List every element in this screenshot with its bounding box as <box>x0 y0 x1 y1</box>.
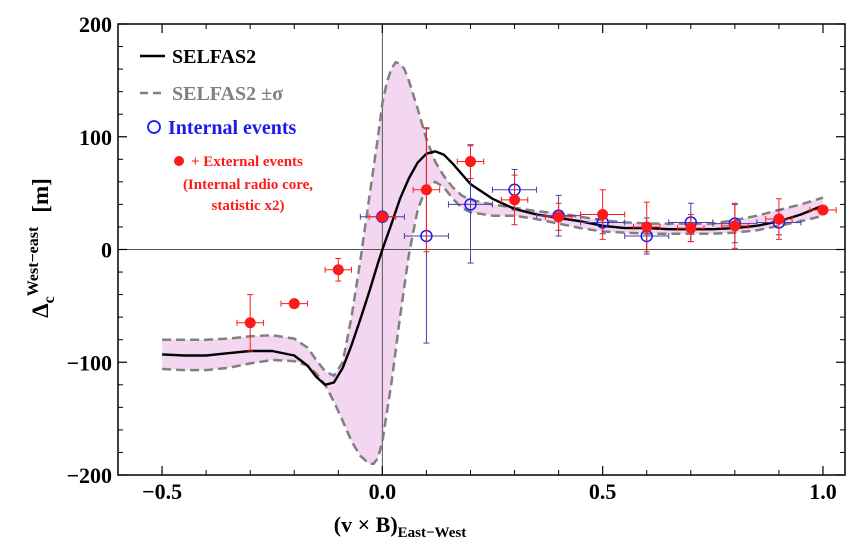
y-axis-label-subscript: c <box>41 296 58 303</box>
external-event-marker <box>597 209 609 221</box>
x-tick-label: 0.0 <box>369 479 397 504</box>
y-axis-label: ΔcWest−east [m] <box>25 178 58 318</box>
y-axis-label-text: ΔcWest−east [m] <box>25 178 58 318</box>
external-event-point <box>721 202 749 249</box>
external-event-point <box>765 198 793 240</box>
external-event-marker <box>641 221 653 233</box>
external-event-marker <box>376 211 388 223</box>
external-event-marker <box>420 184 432 196</box>
legend-marker-internal <box>147 120 161 134</box>
y-tick-label: 200 <box>79 12 112 37</box>
y-tick-label: 100 <box>79 125 112 150</box>
external-event-point <box>677 214 705 243</box>
external-event-point <box>809 204 837 216</box>
x-tick-label: 1.0 <box>809 479 837 504</box>
legend-note-line1: (Internal radio core, <box>183 177 313 193</box>
x-tick-label: −0.5 <box>142 479 182 504</box>
external-event-point <box>456 144 485 179</box>
internal-event-marker <box>464 198 477 211</box>
curve-selfas2-plus-sigma <box>162 61 824 378</box>
external-event-marker <box>685 222 697 234</box>
x-axis-label-subscript: East−West <box>398 525 467 541</box>
external-event-marker <box>553 211 565 223</box>
x-axis-label-main: (v × B) <box>334 512 398 537</box>
y-axis-label-main: Δ <box>28 303 53 318</box>
external-event-marker <box>288 298 300 310</box>
legend: SELFAS2 SELFAS2 ±σ Internal events + Ext… <box>140 46 313 214</box>
external-event-point <box>580 189 626 240</box>
external-event-point <box>368 211 397 223</box>
axis-ticks: −0.5 0.0 0.5 1.0 −200 −100 0 100 200 <box>66 12 845 504</box>
external-event-point <box>280 298 308 310</box>
data-points <box>236 127 837 352</box>
external-event-marker <box>244 317 256 329</box>
legend-label-external: + External events <box>191 154 303 170</box>
external-event-point <box>324 258 353 282</box>
external-event-point <box>412 127 441 253</box>
external-event-marker <box>773 213 785 225</box>
x-axis-label: (v × B)East−West <box>334 512 466 541</box>
external-event-point <box>544 202 573 231</box>
y-tick-label: 0 <box>101 238 112 263</box>
x-tick-label: 0.5 <box>589 479 617 504</box>
legend-label-selfas: SELFAS2 <box>172 46 256 68</box>
y-axis-label-unit: [m] <box>28 178 53 212</box>
external-event-marker <box>817 204 829 216</box>
external-event-marker <box>729 220 741 232</box>
y-axis-label-superscript: West−east <box>25 226 42 296</box>
external-event-marker <box>509 194 521 206</box>
legend-note-line2: statistic x2) <box>212 198 285 214</box>
external-event-marker <box>464 156 476 168</box>
legend-marker-external <box>174 156 184 166</box>
external-event-point <box>236 294 264 352</box>
external-event-marker <box>332 264 344 276</box>
external-event-point <box>500 174 529 226</box>
legend-label-sigma: SELFAS2 ±σ <box>172 83 283 105</box>
legend-label-internal: Internal events <box>168 117 297 139</box>
external-event-point <box>633 201 661 253</box>
y-tick-label: −200 <box>66 463 112 488</box>
y-tick-label: −100 <box>66 350 112 375</box>
